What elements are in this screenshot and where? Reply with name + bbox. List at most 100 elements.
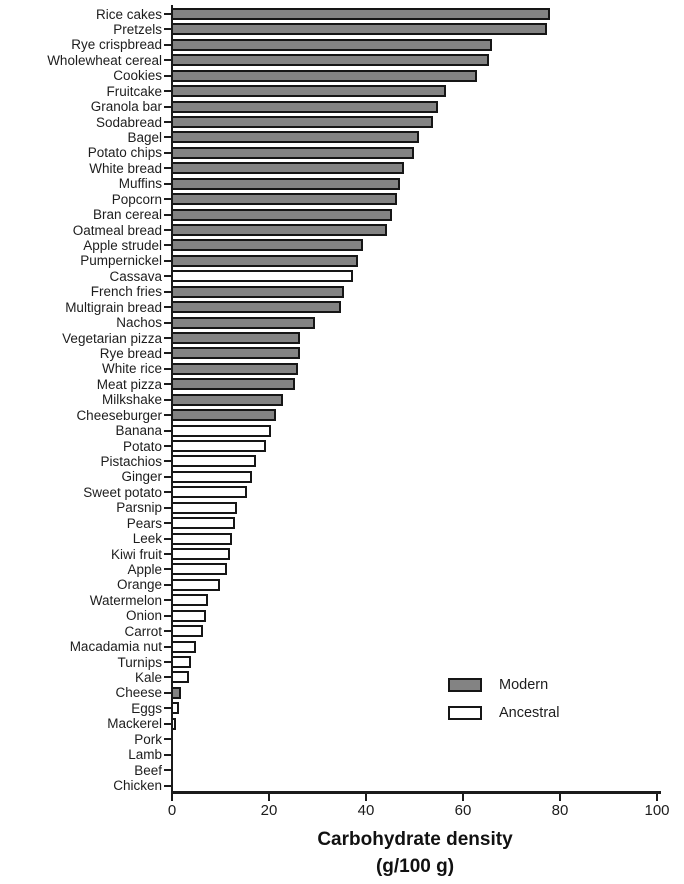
- category-tick: [164, 676, 172, 679]
- bar-ancestral: [171, 424, 271, 437]
- bar-ancestral: [171, 517, 235, 530]
- category-label: Orange: [116, 577, 162, 593]
- legend-swatch-modern: [448, 678, 482, 692]
- category-label: Multigrain bread: [65, 299, 162, 315]
- category-label: Granola bar: [90, 99, 162, 115]
- category-tick: [164, 290, 172, 293]
- category-tick: [164, 460, 172, 463]
- bar-modern: [171, 8, 550, 20]
- bar-ancestral: [171, 548, 230, 561]
- category-tick: [164, 537, 172, 540]
- category-label: Leek: [132, 531, 162, 547]
- category-label: Pumpernickel: [80, 253, 162, 269]
- bar-modern: [171, 69, 478, 82]
- bar-modern: [171, 116, 434, 128]
- category-label: Milkshake: [101, 392, 162, 408]
- category-tick: [164, 136, 172, 139]
- category-label: Apple: [127, 561, 162, 577]
- category-label: Sodabread: [95, 114, 162, 130]
- legend: Modern Ancestral: [448, 677, 559, 733]
- category-label: Apple strudel: [83, 237, 162, 253]
- bar-modern: [171, 85, 446, 98]
- x-tick-label: 60: [454, 802, 472, 819]
- bar-ancestral: [171, 486, 247, 499]
- category-tick: [164, 275, 172, 278]
- category-label: Parsnip: [116, 500, 162, 516]
- category-label: Cookies: [113, 68, 162, 84]
- category-label: Macadamia nut: [69, 639, 162, 655]
- x-axis-line: [171, 791, 661, 794]
- category-label: Potato: [122, 438, 162, 454]
- category-tick: [164, 13, 172, 15]
- category-label: Oatmeal bread: [72, 222, 162, 238]
- category-tick: [164, 259, 172, 262]
- bar-ancestral: [171, 532, 233, 545]
- category-tick: [164, 182, 172, 185]
- category-tick: [164, 753, 172, 756]
- category-tick: [164, 90, 172, 93]
- category-tick: [164, 59, 172, 62]
- category-tick: [164, 614, 172, 617]
- category-tick: [164, 121, 172, 123]
- bar-modern: [171, 38, 492, 51]
- bar-modern: [171, 316, 315, 329]
- category-tick: [164, 738, 172, 741]
- category-tick: [164, 722, 172, 725]
- bar-ancestral: [171, 609, 206, 622]
- bar-modern: [171, 224, 388, 237]
- category-tick: [164, 306, 172, 309]
- category-label: Carrot: [124, 623, 162, 639]
- bar-modern: [171, 393, 284, 406]
- category-label: Pistachios: [100, 453, 162, 469]
- category-tick: [164, 630, 172, 633]
- category-tick: [164, 429, 172, 432]
- category-label: Banana: [115, 423, 162, 439]
- x-tick: [268, 793, 270, 801]
- category-tick: [164, 105, 172, 108]
- category-label: Cassava: [109, 268, 162, 284]
- category-tick: [164, 769, 172, 772]
- category-tick: [164, 383, 172, 386]
- category-tick: [164, 645, 172, 648]
- bar-modern: [171, 239, 364, 252]
- category-label: Bagel: [127, 129, 162, 145]
- legend-item-ancestral: Ancestral: [448, 705, 559, 721]
- x-axis-title: Carbohydrate density: [317, 829, 513, 850]
- bar-ancestral: [171, 270, 354, 283]
- bar-ancestral: [171, 594, 208, 607]
- y-axis-line: [171, 5, 173, 793]
- x-tick-label: 80: [551, 802, 569, 819]
- category-label: Cheese: [115, 685, 162, 701]
- category-tick: [164, 691, 172, 694]
- category-label: Bran cereal: [92, 207, 162, 223]
- bar-modern: [171, 162, 405, 175]
- category-label: Pretzels: [113, 21, 162, 37]
- bar-ancestral: [171, 501, 238, 514]
- x-tick-label: 0: [167, 802, 177, 819]
- x-tick: [462, 793, 464, 801]
- category-tick: [164, 599, 172, 602]
- category-label: French fries: [90, 284, 162, 300]
- category-tick: [164, 321, 172, 324]
- bar-ancestral: [171, 640, 196, 653]
- category-label: Pork: [134, 731, 162, 747]
- category-label: Lamb: [128, 747, 162, 763]
- category-tick: [164, 491, 172, 494]
- category-tick: [164, 568, 172, 571]
- x-tick: [365, 793, 367, 801]
- category-tick: [164, 398, 172, 401]
- category-tick: [164, 553, 172, 556]
- category-label: Turnips: [117, 654, 162, 670]
- category-tick: [164, 244, 172, 247]
- category-tick: [164, 506, 172, 509]
- x-tick: [559, 793, 561, 801]
- category-tick: [164, 522, 172, 525]
- category-label: Wholewheat cereal: [47, 52, 162, 68]
- x-tick-label: 20: [260, 802, 278, 819]
- bar-modern: [171, 131, 419, 144]
- category-label: Vegetarian pizza: [62, 330, 162, 346]
- x-tick-label: 40: [357, 802, 375, 819]
- category-label: Pears: [126, 515, 162, 531]
- bar-modern: [171, 378, 296, 391]
